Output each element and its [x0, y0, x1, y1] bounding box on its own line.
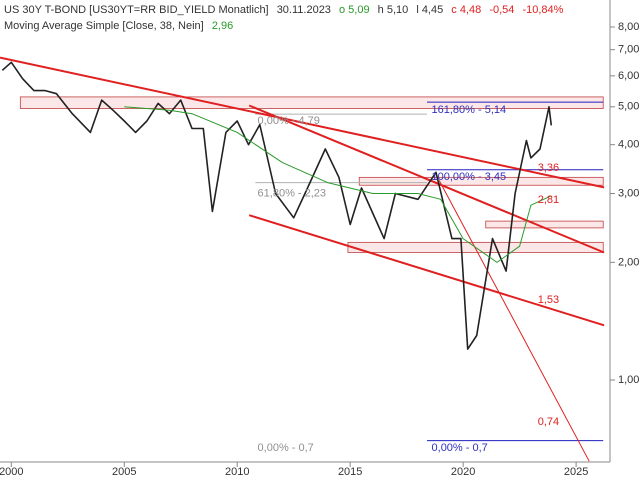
y-tick-label: 2,00 — [618, 256, 639, 268]
y-tick-label: 6,00 — [618, 70, 639, 82]
title: US 30Y T-BOND [US30YT=RR BID_YIELD Monat… — [4, 4, 269, 16]
change-pct: -10,84% — [522, 4, 564, 16]
y-tick-label: 3,00 — [618, 187, 639, 199]
x-tick-label: 2025 — [564, 466, 588, 478]
annotation: 161,80% - 5,14 — [432, 104, 507, 116]
annotation: 0,00% - 4,79 — [258, 115, 320, 127]
y-tick-label: 7,00 — [618, 44, 639, 56]
y-tick-label: 1,00 — [618, 374, 639, 386]
indicator: Moving Average Simple [Close, 38, Nein] — [4, 20, 204, 32]
trendline — [0, 56, 605, 189]
header-line: US 30Y T-BOND [US30YT=RR BID_YIELD Monat… — [4, 2, 568, 18]
series-line — [124, 106, 552, 263]
trendline — [438, 180, 590, 462]
y-tick-label: 4,00 — [618, 139, 639, 151]
header: US 30Y T-BOND [US30YT=RR BID_YIELD Monat… — [4, 2, 568, 34]
annotation: 100,00% - 3,45 — [432, 171, 507, 183]
date: 30.11.2023 — [276, 4, 331, 16]
change: -0,54 — [489, 4, 515, 16]
annotation: 3,36 — [538, 162, 559, 174]
zone — [358, 176, 604, 186]
x-tick-label: 2020 — [451, 466, 475, 478]
high: h 5,10 — [377, 4, 409, 16]
zone — [19, 96, 604, 109]
x-tick-label: 2005 — [112, 466, 136, 478]
low: l 4,45 — [416, 4, 444, 16]
annotation: 0,74 — [538, 416, 559, 428]
y-tick-label: 8,00 — [618, 21, 639, 33]
trendline — [248, 214, 605, 327]
open: o 5,09 — [339, 4, 370, 16]
indicator-value: 2,96 — [211, 20, 234, 32]
indicator-line: Moving Average Simple [Close, 38, Nein] … — [4, 18, 568, 34]
plot-area: 161,80% - 5,14 100,00% - 3,45 0,00% - 0,7 0… — [0, 56, 605, 462]
x-tick-label: 2000 — [0, 466, 24, 478]
annotation: 0,00% - 0,7 — [432, 442, 488, 454]
annotation: 61,80% - 2,23 — [258, 187, 327, 199]
x-tick-label: 2010 — [225, 466, 249, 478]
close: c 4,48 — [451, 4, 482, 16]
annotation: 0,00% - 0,7 — [258, 442, 314, 454]
y-tick-label: 5,00 — [618, 101, 639, 113]
trendline — [248, 104, 605, 254]
annotation: 1,53 — [538, 294, 559, 306]
series-line — [1, 61, 553, 350]
annotation: 2,81 — [538, 194, 559, 206]
x-tick-label: 2015 — [338, 466, 362, 478]
